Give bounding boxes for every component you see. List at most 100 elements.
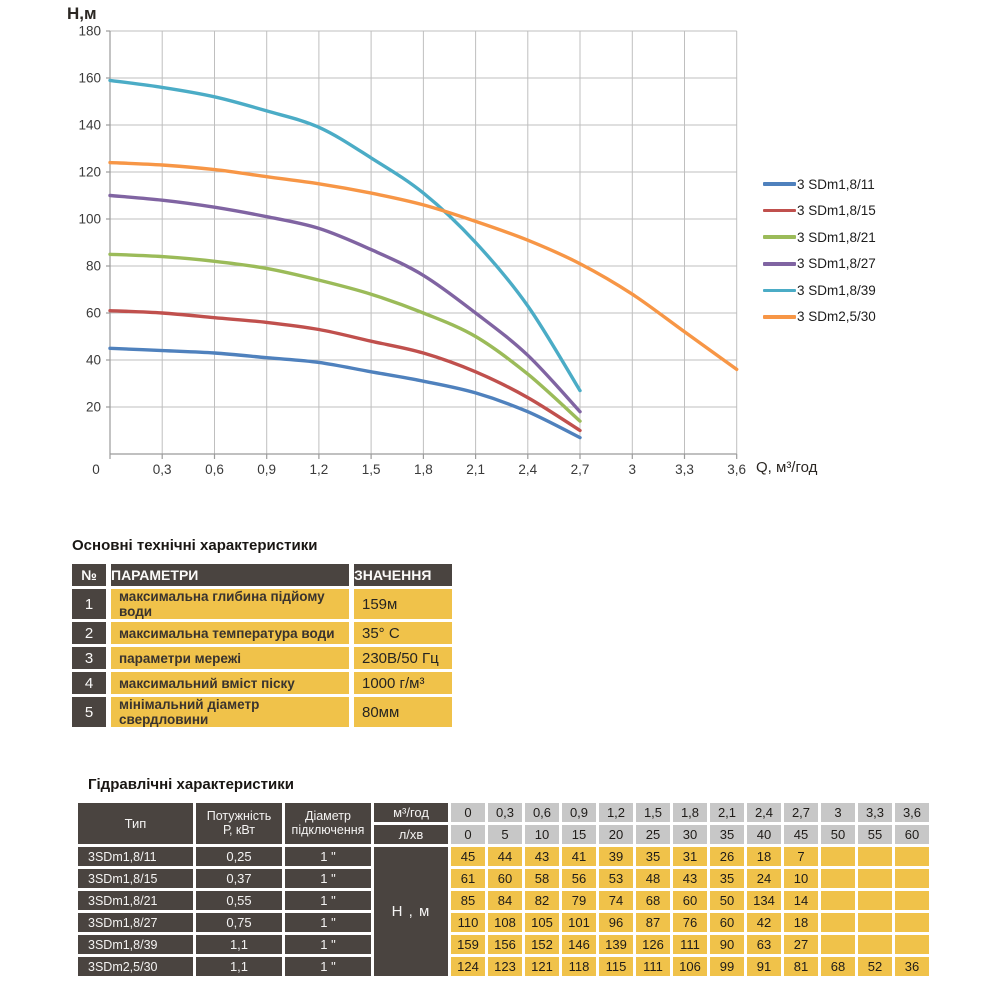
hydr-head-value: 118 [562, 957, 596, 976]
hydr-flow-m3-value: 3,3 [858, 803, 892, 822]
hydr-head-value: 43 [525, 847, 559, 866]
hydr-header-diameter-line1: Діаметр [304, 809, 351, 824]
hydr-row-diameter: 1 " [285, 891, 371, 910]
hydr-head-value [895, 935, 929, 954]
hydr-header-power: Потужність Р, кВт [196, 803, 282, 844]
hydr-head-value: 105 [525, 913, 559, 932]
hydr-head-value: 81 [784, 957, 818, 976]
hydr-row-diameter: 1 " [285, 913, 371, 932]
hydr-head-value: 35 [636, 847, 670, 866]
hydr-row-diameter: 1 " [285, 935, 371, 954]
hydr-head-value: 74 [599, 891, 633, 910]
hydr-flow-m3-value: 3,6 [895, 803, 929, 822]
hydr-row-type: 3SDm1,8/39 [78, 935, 193, 954]
x-tick-label: 1,8 [414, 462, 433, 477]
hydr-row-power: 0,37 [196, 869, 282, 888]
x-tick-label: 0 [92, 462, 100, 477]
x-tick-label: 0,3 [153, 462, 172, 477]
hydr-flow-m3-value: 0,9 [562, 803, 596, 822]
hydr-head-value: 60 [488, 869, 522, 888]
legend-label: 3 SDm1,8/11 [797, 176, 875, 192]
hydr-row: 3SDm2,5/30 1,1 1 " 124 123 121 118 115 111 106 99 9… [78, 957, 929, 976]
chart-plot-area: 0 0,3 0,6 0,9 1,2 1,5 1,8 2,1 2,4 2,7 3 3,3 3,6 20 40 6… [78, 24, 746, 478]
legend-item: 3 SDm1,8/15 [763, 203, 876, 219]
x-tick-label: 2,7 [571, 462, 590, 477]
hydr-head-value: 39 [599, 847, 633, 866]
hydr-row-type: 3SDm1,8/15 [78, 869, 193, 888]
hydr-head-value: 91 [747, 957, 781, 976]
hydr-header-row-2: л/хв 0 5 10 15 20 25 30 35 40 45 50 55 60 [78, 825, 929, 844]
legend-swatch [763, 288, 796, 293]
legend-swatch [763, 208, 796, 213]
legend-label: 3 SDm1,8/21 [797, 229, 876, 245]
y-tick-label: 140 [78, 118, 101, 133]
hydr-row-diameter: 1 " [285, 847, 371, 866]
hydraulic-table: Тип Потужність Р, кВт Діаметр підключення м³/… [75, 800, 932, 979]
y-axis-title: Н,м [67, 4, 97, 23]
hydr-head-value: 44 [488, 847, 522, 866]
hydr-flow-m3-value: 2,4 [747, 803, 781, 822]
x-tick-label: 2,1 [466, 462, 485, 477]
legend-label: 3 SDm1,8/15 [797, 203, 876, 219]
tech-header-num: № [72, 564, 106, 586]
tech-row-value: 230В/50 Гц [354, 647, 452, 669]
y-tick-label: 180 [78, 24, 101, 39]
hydr-header-diameter-line2: підключення [291, 822, 365, 837]
hydr-head-value [858, 847, 892, 866]
x-tick-label: 2,4 [518, 462, 537, 477]
legend-item: 3 SDm1,8/27 [763, 256, 876, 271]
hydr-flow-m3-value: 2,7 [784, 803, 818, 822]
tech-row: 3 параметри мережі 230В/50 Гц [72, 647, 452, 669]
hydr-head-value: 146 [562, 935, 596, 954]
hydr-flow-lmin-value: 30 [673, 825, 707, 844]
hydr-header-flow-m3: м³/год [374, 803, 448, 822]
hydr-head-value [821, 847, 855, 866]
hydr-head-value: 106 [673, 957, 707, 976]
tech-row-number: 4 [72, 672, 106, 694]
hydr-head-value: 42 [747, 913, 781, 932]
hydr-head-value: 60 [710, 913, 744, 932]
tech-header-row: № ПАРАМЕТРИ ЗНАЧЕННЯ [72, 564, 452, 586]
tech-row-parameter: максимальна температура води [111, 622, 349, 644]
hydr-head-value: 31 [673, 847, 707, 866]
tech-row-number: 5 [72, 697, 106, 727]
hydr-flow-m3-value: 2,1 [710, 803, 744, 822]
hydr-head-value: 110 [451, 913, 485, 932]
tech-row-parameter: максимальна глибина підйому води [111, 589, 349, 619]
hydr-row-power: 0,75 [196, 913, 282, 932]
x-tick-label: 3,6 [727, 462, 746, 477]
hydr-flow-m3-value: 1,8 [673, 803, 707, 822]
hydr-header-flow-lmin: л/хв [374, 825, 448, 844]
x-tick-label: 1,2 [310, 462, 329, 477]
y-tick-label: 120 [78, 165, 101, 180]
series-curve-3-SDm1-8-39 [108, 78, 582, 393]
hydr-header-type: Тип [78, 803, 193, 844]
hydr-row-type: 3SDm1,8/21 [78, 891, 193, 910]
series-curve-3-SDm1-8-11 [108, 346, 582, 440]
hydr-row: 3SDm1,8/27 0,75 1 " 110 108 105 101 96 87 76 60 42 1… [78, 913, 929, 932]
hydr-head-value: 134 [747, 891, 781, 910]
tech-row-number: 1 [72, 589, 106, 619]
hydr-head-value: 18 [747, 847, 781, 866]
legend-label: 3 SDm1,8/39 [797, 282, 876, 298]
tech-row: 4 максимальний вміст піску 1000 г/м³ [72, 672, 452, 694]
tech-row: 1 максимальна глибина підйому води 159м [72, 589, 452, 619]
hydr-head-value: 56 [562, 869, 596, 888]
hydr-head-value: 63 [747, 935, 781, 954]
hydr-head-value [858, 891, 892, 910]
tech-row-parameter: мінімальний діаметр свердловини [111, 697, 349, 727]
hydr-flow-lmin-value: 20 [599, 825, 633, 844]
hydr-row: 3SDm1,8/39 1,1 1 " 159 156 152 146 139 126 111 90 6… [78, 935, 929, 954]
hydr-flow-m3-value: 1,2 [599, 803, 633, 822]
y-tick-label: 100 [78, 212, 101, 227]
hydr-header-diameter: Діаметр підключення [285, 803, 371, 844]
hydr-flow-lmin-value: 60 [895, 825, 929, 844]
hydr-head-value: 10 [784, 869, 818, 888]
legend-item: 3 SDm1,8/11 [763, 176, 876, 192]
hydr-head-value: 111 [673, 935, 707, 954]
hydr-head-value: 87 [636, 913, 670, 932]
x-tick-label: 1,5 [362, 462, 381, 477]
hydr-head-value [821, 913, 855, 932]
chart-legend: 3 SDm1,8/11 3 SDm1,8/15 3 SDm1,8/21 3 SDm1,… [763, 177, 876, 337]
